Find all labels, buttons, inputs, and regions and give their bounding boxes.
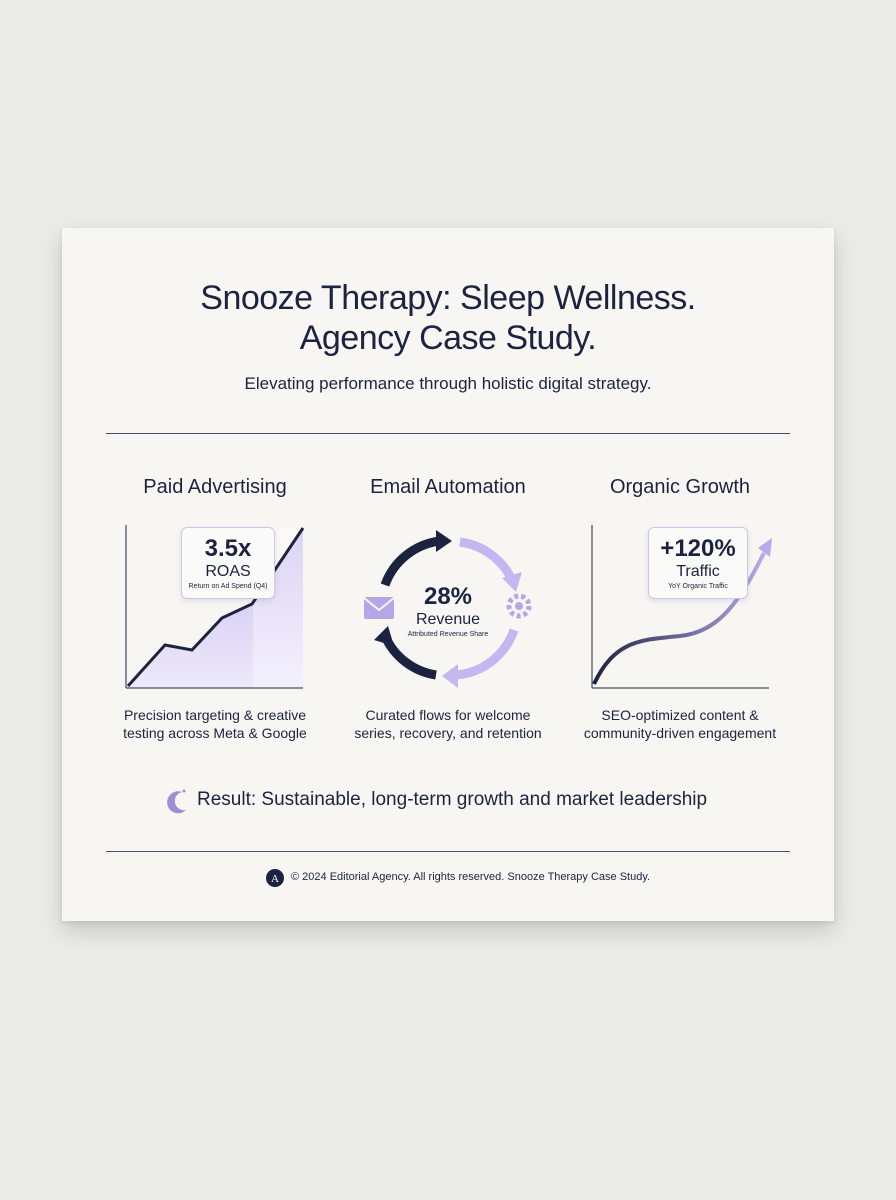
gear-icon: [506, 593, 532, 619]
metric-card: 3.5x ROAS Return on Ad Spend (Q4): [181, 527, 275, 599]
title-line: Snooze Therapy: Sleep Wellness.: [200, 279, 696, 317]
column-description: Curated flows for welcome series, recover…: [318, 706, 578, 742]
metric-label: ROAS: [205, 563, 251, 580]
metric-caption: YoY Organic Traffic: [668, 583, 728, 590]
moon-icon: [167, 791, 186, 814]
description-line: series, recovery, and retention: [354, 725, 542, 741]
star: [182, 789, 186, 793]
column-description: SEO-optimized content & community-driven …: [550, 706, 810, 742]
column-description: Precision targeting & creative testing ac…: [85, 706, 345, 742]
metric-center: 28% Revenue Attributed Revenue Share: [398, 583, 498, 641]
title-line: Agency Case Study.: [299, 319, 597, 357]
arrow-head: [374, 626, 394, 646]
column-heading: Paid Advertising: [143, 476, 287, 498]
arrow-head: [436, 530, 452, 552]
logo-badge: [266, 869, 284, 887]
gear-hub: [515, 602, 523, 610]
cycle-arc: [455, 628, 519, 680]
metric-value: +120%: [660, 535, 736, 562]
metric-label: Revenue: [415, 611, 481, 628]
envelope-flap: [363, 597, 395, 612]
description-line: Curated flows for welcome: [365, 707, 531, 723]
metric-caption: Attributed Revenue Share: [407, 631, 489, 638]
envelope-icon: [364, 597, 394, 619]
metric-value: 28%: [423, 583, 473, 610]
description-line: Precision targeting & creative: [123, 707, 307, 723]
cycle-arc: [459, 537, 517, 583]
result-statement: Result: Sustainable, long-term growth an…: [197, 789, 708, 810]
arrow-head: [758, 538, 772, 557]
column-heading: Organic Growth: [609, 476, 751, 498]
metric-caption: Return on Ad Spend (Q4): [188, 583, 268, 590]
cycle-arc: [380, 536, 441, 587]
column-heading: Email Automation: [370, 476, 526, 498]
metric-value: 3.5x: [204, 535, 252, 562]
logo-letter: A: [271, 873, 279, 885]
description-line: community-driven engagement: [583, 725, 777, 741]
metric-card: +120% Traffic YoY Organic Traffic: [648, 527, 748, 599]
arrow-head: [502, 572, 522, 592]
divider: [106, 433, 790, 434]
footer-text: © 2024 Editorial Agency. All rights rese…: [291, 871, 651, 883]
subtitle: Elevating performance through holistic d…: [244, 374, 652, 393]
description-line: SEO-optimized content &: [601, 707, 759, 723]
arrow-head: [442, 664, 458, 688]
description-line: testing across Meta & Google: [123, 725, 307, 741]
divider: [106, 851, 790, 852]
metric-label: Traffic: [676, 563, 720, 580]
area-fill: [128, 528, 303, 688]
